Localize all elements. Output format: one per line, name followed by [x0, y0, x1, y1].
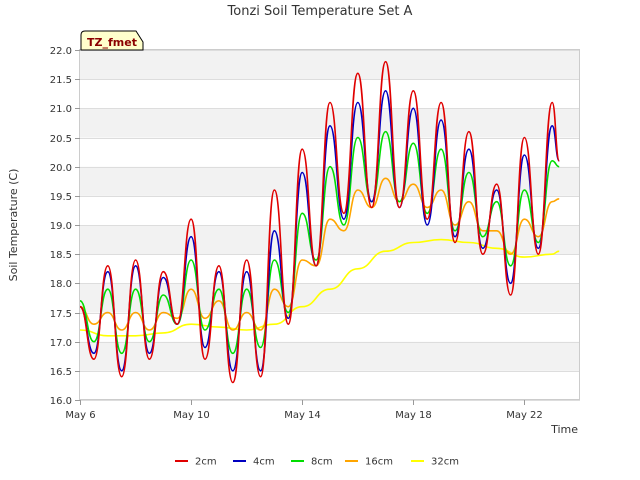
y-tick-label: 18.0	[50, 279, 72, 290]
series-layer	[79, 60, 560, 384]
x-axis-ticks: May 6 May 10 May 14 May 18 May 22	[65, 400, 543, 421]
plot-band	[80, 370, 580, 400]
legend-item-8cm: 8cm	[291, 457, 333, 468]
y-tick-label: 18.5	[50, 250, 72, 261]
y-axis-ticks: 16.0 16.5 17.0 17.5 18.0 18.5 19.0 19.5 20.0 20.5…	[50, 46, 80, 407]
legend-label: 4cm	[253, 457, 275, 468]
series-line-32cm	[79, 238, 560, 337]
plot-band	[80, 283, 580, 313]
plot-band	[80, 195, 580, 225]
plot-area	[80, 50, 580, 400]
y-tick-label: 17.5	[50, 309, 72, 320]
x-axis-label: Time	[550, 423, 578, 436]
y-tick-label: 19.0	[50, 221, 72, 232]
legend-label: 16cm	[365, 457, 393, 468]
y-tick-label: 21.0	[50, 104, 72, 115]
plot-band	[80, 225, 580, 255]
x-tick-label: May 22	[506, 410, 543, 421]
legend-label: 8cm	[311, 457, 333, 468]
plot-band	[80, 79, 580, 109]
series-line-2cm	[79, 60, 560, 384]
badge-label: TZ_fmet	[87, 36, 137, 49]
y-tick-label: 20.5	[50, 134, 72, 145]
legend-item-4cm: 4cm	[233, 457, 275, 468]
x-tick-label: May 10	[173, 410, 210, 421]
plot-band	[80, 312, 580, 342]
y-axis-label: Soil Temperature (C)	[7, 169, 20, 282]
legend: 2cm 4cm 8cm 16cm 32cm	[175, 457, 459, 468]
legend-item-2cm: 2cm	[175, 457, 217, 468]
plot-band	[80, 108, 580, 138]
chart-title: Tonzi Soil Temperature Set A	[227, 4, 413, 19]
legend-label: 32cm	[431, 457, 459, 468]
y-tick-label: 21.5	[50, 75, 72, 86]
series-line-4cm	[79, 90, 560, 372]
plot-border	[79, 49, 580, 400]
legend-label: 2cm	[195, 457, 217, 468]
legend-item-32cm: 32cm	[411, 457, 459, 468]
legend-item-16cm: 16cm	[345, 457, 393, 468]
y-tick-label: 19.5	[50, 192, 72, 203]
plot-band	[80, 254, 580, 284]
x-tick-label: May 18	[395, 410, 432, 421]
y-tick-label: 22.0	[50, 46, 72, 57]
y-tick-label: 16.0	[50, 396, 72, 407]
plot-band	[80, 137, 580, 167]
plot-band	[80, 50, 580, 80]
y-tick-label: 20.0	[50, 163, 72, 174]
series-line-8cm	[79, 130, 560, 355]
x-tick-label: May 6	[65, 410, 95, 421]
y-tick-label: 16.5	[50, 367, 72, 378]
plot-band	[80, 341, 580, 371]
series-line-16cm	[79, 177, 560, 331]
x-tick-label: May 14	[284, 410, 321, 421]
plot-band	[80, 166, 580, 196]
badge: TZ_fmet	[80, 30, 144, 51]
y-tick-label: 17.0	[50, 338, 72, 349]
